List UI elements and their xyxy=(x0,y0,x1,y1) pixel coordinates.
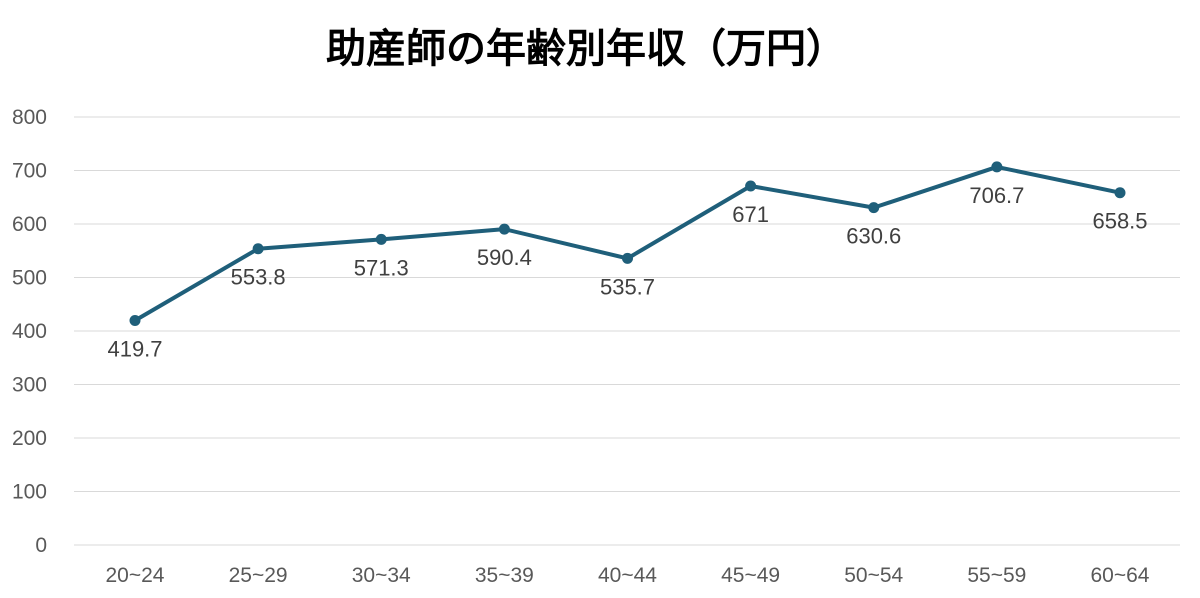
data-points xyxy=(129,161,1126,326)
x-tick-label: 40~44 xyxy=(598,564,657,587)
data-point xyxy=(129,314,141,326)
data-label: 571.3 xyxy=(354,255,409,280)
data-point xyxy=(1114,187,1126,199)
data-label: 535.7 xyxy=(600,274,655,299)
data-point xyxy=(991,161,1003,173)
data-labels: 419.7 553.8 571.3 590.4 535.7 671 630.6 706.7 65… xyxy=(107,183,1147,362)
data-point xyxy=(745,180,757,192)
y-tick-label: 0 xyxy=(35,534,47,557)
y-axis-tick-labels: 0 100 200 300 400 500 600 700 800 xyxy=(12,106,47,557)
x-tick-label: 35~39 xyxy=(475,564,534,587)
y-tick-label: 800 xyxy=(12,106,47,129)
data-point xyxy=(252,243,264,255)
chart-title: 助産師の年齢別年収（万円） xyxy=(326,26,846,72)
x-tick-label: 50~54 xyxy=(844,564,903,587)
x-tick-label: 25~29 xyxy=(229,564,288,587)
data-point xyxy=(622,252,633,264)
x-tick-label: 60~64 xyxy=(1091,564,1150,587)
y-tick-label: 100 xyxy=(12,481,47,504)
y-tick-label: 500 xyxy=(12,267,47,290)
y-tick-label: 600 xyxy=(12,213,47,236)
y-tick-label: 400 xyxy=(12,320,47,343)
data-label: 630.6 xyxy=(846,224,901,249)
x-tick-label: 55~59 xyxy=(967,564,1026,587)
data-label: 590.4 xyxy=(477,245,532,270)
data-point xyxy=(498,223,510,235)
gridlines xyxy=(74,116,1180,546)
x-tick-label: 20~24 xyxy=(106,564,165,587)
x-tick-label: 30~34 xyxy=(352,564,411,587)
data-point xyxy=(375,233,387,245)
data-label: 658.5 xyxy=(1092,209,1147,234)
y-tick-label: 300 xyxy=(12,374,47,397)
y-tick-label: 700 xyxy=(12,160,47,183)
data-label: 553.8 xyxy=(231,265,286,290)
y-tick-label: 200 xyxy=(12,427,47,450)
data-label: 419.7 xyxy=(107,336,162,361)
data-label: 706.7 xyxy=(969,183,1024,208)
x-tick-label: 45~49 xyxy=(721,564,780,587)
data-point xyxy=(868,202,880,214)
x-axis-tick-labels: 20~24 25~29 30~34 35~39 40~44 45~49 50~54 55~59… xyxy=(106,564,1150,587)
data-label: 671 xyxy=(732,202,769,227)
